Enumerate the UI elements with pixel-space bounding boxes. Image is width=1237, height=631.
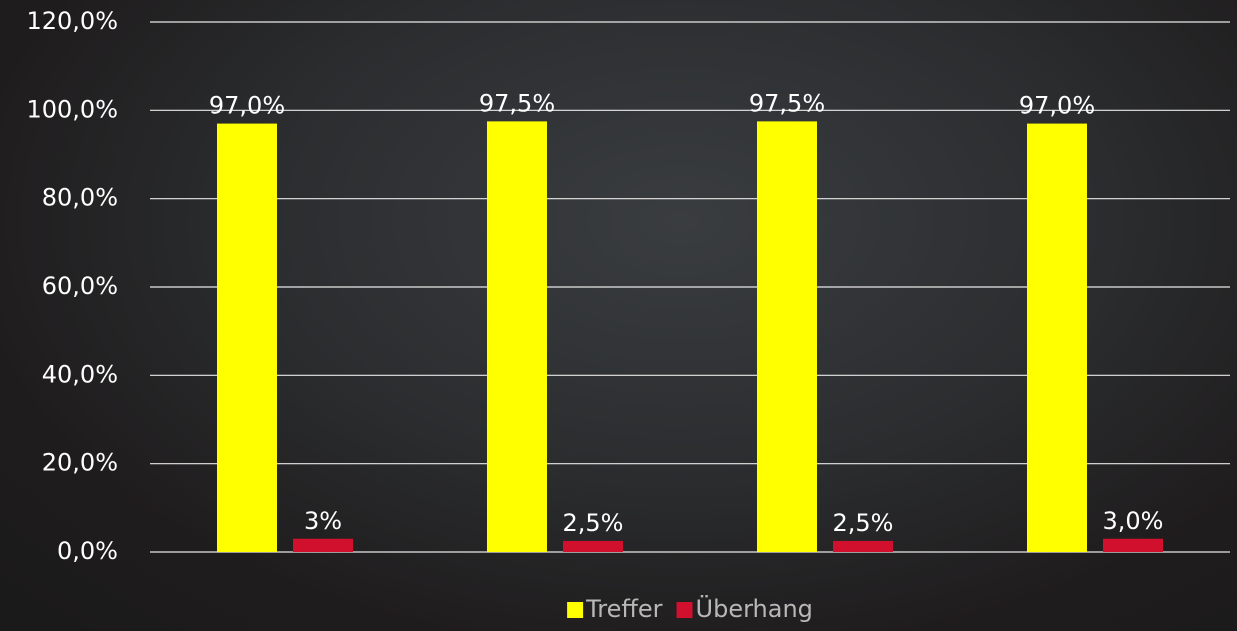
value-label: 3,0% xyxy=(1103,507,1164,535)
bar xyxy=(563,540,623,552)
legend-label: Überhang xyxy=(696,594,813,623)
bar xyxy=(1103,538,1163,552)
value-label: 97,0% xyxy=(209,92,285,120)
legend-marker xyxy=(676,602,693,618)
y-tick-label: 80,0% xyxy=(42,184,118,212)
y-tick-label: 20,0% xyxy=(42,449,118,477)
value-label: 3% xyxy=(304,507,342,535)
y-tick-label: 60,0% xyxy=(42,272,118,300)
value-label: 97,5% xyxy=(749,89,825,117)
bar xyxy=(1027,123,1087,552)
bar xyxy=(217,123,277,552)
bar xyxy=(833,540,893,552)
y-tick-label: 100,0% xyxy=(26,95,118,123)
bar xyxy=(487,121,547,552)
y-tick-label: 40,0% xyxy=(42,360,118,388)
value-label: 2,5% xyxy=(563,509,624,537)
legend-label: Treffer xyxy=(585,595,663,623)
legend: Treffer Überhang xyxy=(567,594,813,623)
value-label: 97,0% xyxy=(1019,92,1095,120)
value-label: 2,5% xyxy=(833,509,894,537)
bar xyxy=(757,121,817,552)
legend-marker xyxy=(567,602,584,618)
value-label: 97,5% xyxy=(479,89,555,117)
bar xyxy=(293,538,353,552)
y-tick-label: 120,0% xyxy=(26,7,118,35)
y-tick-label: 0,0% xyxy=(57,537,118,565)
